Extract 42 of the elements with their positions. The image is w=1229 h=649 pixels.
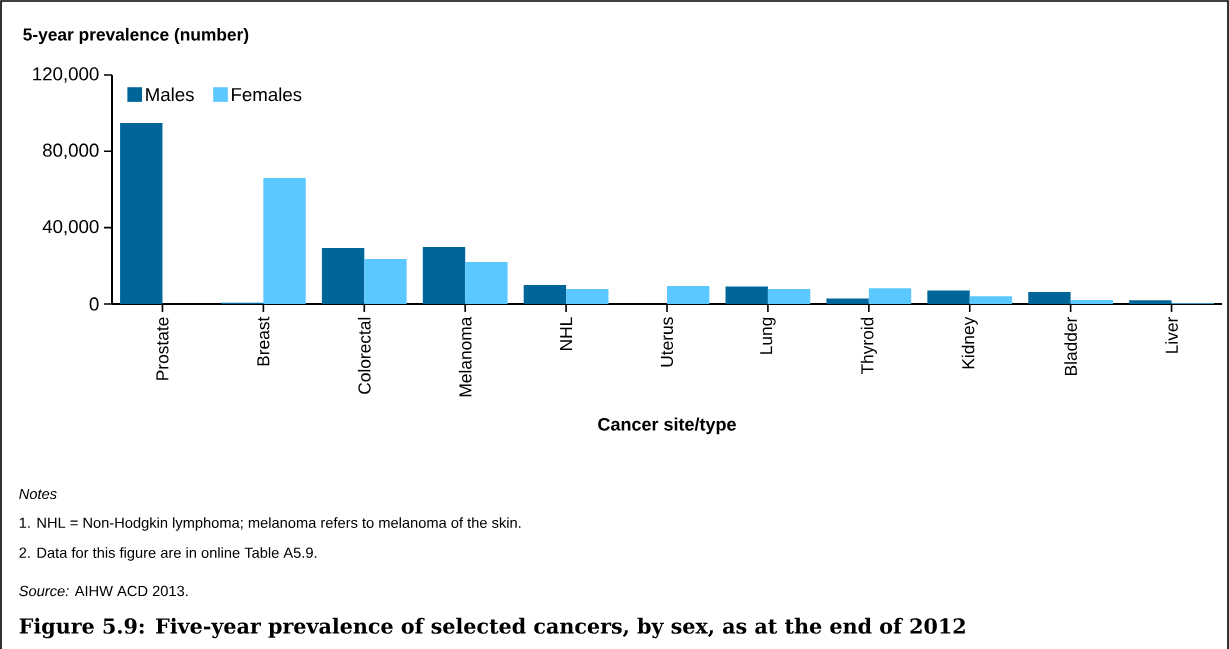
bar <box>566 288 609 304</box>
text: Source: AIHW ACD 2013. <box>19 585 188 597</box>
bar <box>667 286 710 304</box>
bar <box>1028 291 1071 304</box>
bar <box>725 286 768 304</box>
bar <box>120 122 163 304</box>
text: Figure 5.9: Five-year prevalence of selected cancers, by sex, as at the end of 2012 <box>19 617 965 639</box>
bar <box>321 248 365 304</box>
bar <box>1070 299 1114 304</box>
y-axis-title: 5-year prevalence (number) <box>23 27 249 45</box>
x-tick-label: Breast <box>257 316 270 366</box>
x-tick-label: NHL <box>560 317 573 350</box>
y-tick-label: 80,000 <box>43 143 99 160</box>
x-tick-label: Liver <box>1165 317 1178 353</box>
bar <box>465 262 508 304</box>
text: 2. Data for this figure are in online Table A5.9. <box>19 547 317 561</box>
x-tick-label: Melanoma <box>458 316 472 397</box>
bar <box>1129 300 1172 304</box>
bar <box>868 288 912 304</box>
x-tick-label: Kidney <box>961 316 978 369</box>
x-axis-title: Cancer site/type <box>598 417 736 435</box>
y-tick-label: 120,000 <box>33 67 99 83</box>
y-tick-label: 0 <box>89 297 99 311</box>
bar <box>826 298 869 304</box>
x-tick-label: Bladder <box>1064 317 1077 376</box>
bar <box>523 284 567 304</box>
bar <box>422 246 466 304</box>
y-tick-label: 40,000 <box>42 219 99 236</box>
bar <box>263 178 306 304</box>
bar <box>927 290 970 304</box>
x-tick-label: Lung <box>760 317 776 354</box>
x-tick-label: Thyroid <box>860 317 877 375</box>
bar <box>364 258 407 304</box>
bar <box>969 296 1013 304</box>
legend-label: Males <box>146 87 194 102</box>
text: 1. NHL = Non-Hodgkin lymphoma; melanoma refers to melanoma of the skin. <box>19 517 521 531</box>
text: Notes <box>19 488 57 500</box>
bar <box>767 289 811 304</box>
legend-label: Females <box>232 87 302 102</box>
x-tick-label: Uterus <box>660 317 674 367</box>
x-tick-label: Colorectal <box>357 317 371 394</box>
x-tick-label: Prostate <box>156 317 169 380</box>
